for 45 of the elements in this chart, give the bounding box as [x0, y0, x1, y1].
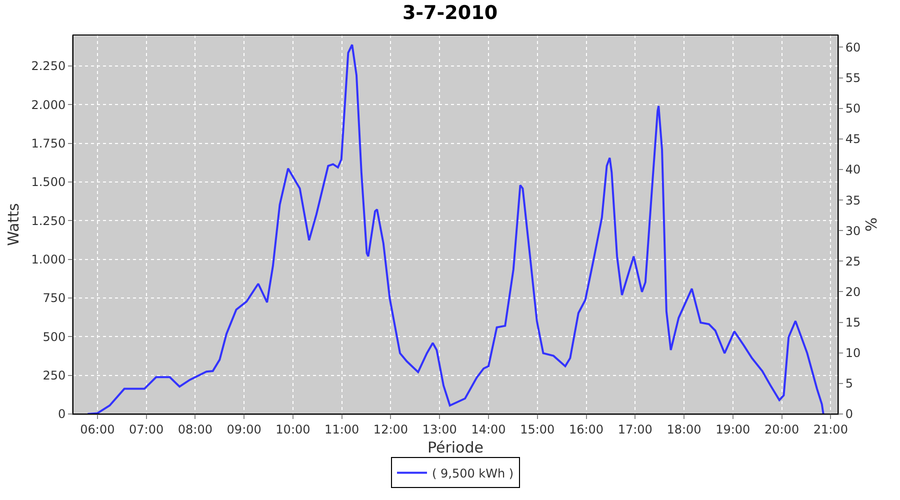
y-tick-label: 1.250: [31, 214, 66, 228]
y-tick-label: 1.750: [31, 136, 66, 150]
x-axis-title: Période: [427, 438, 484, 456]
y-tick-label: 2.250: [31, 59, 66, 74]
x-tick-label: 10:00: [276, 422, 310, 436]
x-tick-label: 16:00: [568, 422, 604, 436]
y-tick-label: 1.500: [31, 175, 66, 190]
y-tick-label: 500: [42, 330, 66, 344]
y2-tick-label: 60: [845, 40, 861, 54]
y-tick-label: 2.000: [31, 98, 66, 112]
y-tick-label: 0: [58, 407, 66, 422]
y2-tick-label: 20: [845, 284, 861, 299]
x-tick-label: 11:00: [324, 422, 360, 436]
y2-tick-label: 50: [845, 102, 861, 116]
x-tick-label: 07:00: [129, 422, 164, 436]
y2-tick-label: 15: [845, 316, 861, 330]
y2-tick-label: 25: [845, 254, 861, 268]
y2-tick-label: 30: [845, 224, 861, 238]
x-tick-label: 17:00: [618, 422, 652, 436]
x-tick-label: 12:00: [373, 422, 408, 436]
y2-tick-label: 40: [845, 162, 861, 177]
x-tick-label: 08:00: [178, 422, 212, 436]
x-tick-label: 20:00: [764, 422, 800, 436]
x-tick-label: 14:00: [471, 422, 506, 436]
line-series: [86, 44, 824, 414]
y2-tick-label: 55: [845, 70, 861, 85]
x-tick-label: 13:00: [422, 422, 457, 436]
x-tick-label: 09:00: [226, 422, 262, 436]
chart-title: 3-7-2010: [402, 2, 498, 24]
x-tick-label: 18:00: [666, 422, 702, 436]
y2-tick-label: 45: [845, 132, 861, 146]
y2-tick-label: 0: [845, 407, 854, 422]
x-tick-label: 15:00: [520, 422, 555, 436]
y-tick-label: 750: [42, 291, 66, 306]
y2-tick-label: 35: [845, 193, 861, 208]
y-axis-title: Watts: [4, 203, 22, 246]
x-tick-label: 21:00: [813, 422, 848, 436]
y2-tick-label: 10: [845, 346, 861, 360]
y2-axis-title: %: [862, 217, 881, 232]
x-tick-label: 19:00: [716, 422, 750, 436]
y-tick-label: 250: [42, 368, 66, 383]
legend-label: ( 9,500 kWh ): [432, 466, 514, 480]
y-tick-label: 1.000: [31, 252, 66, 267]
x-tick-label: 06:00: [80, 422, 115, 436]
y2-tick-label: 5: [845, 376, 854, 391]
